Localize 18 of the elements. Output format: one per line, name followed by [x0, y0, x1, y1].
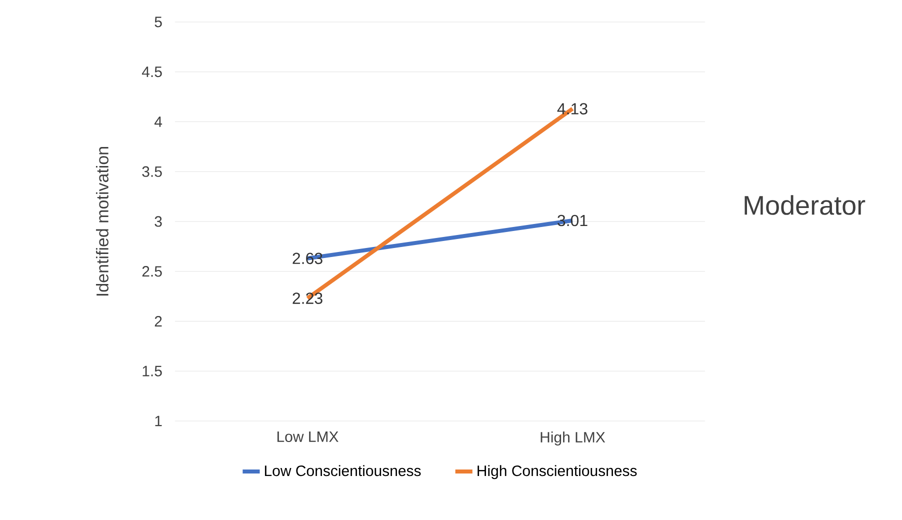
y-tick-label: 2 — [154, 316, 162, 326]
y-tick-label: 3 — [154, 216, 162, 227]
data-label: 4.13 — [557, 103, 588, 114]
text: Moderator — [744, 195, 866, 215]
y-tick-label: 4.5 — [142, 66, 162, 78]
y-tick-label: 1.5 — [142, 366, 162, 376]
y-tick-label: 2.5 — [142, 266, 162, 277]
y-axis-title: Identified motivation — [96, 147, 108, 296]
legend-label: Low Conscientiousness — [264, 465, 421, 476]
y-tick-label: 1 — [155, 416, 162, 426]
data-label: 2.63 — [292, 252, 322, 264]
x-tick-label: High LMX — [540, 432, 606, 446]
y-tick-label: 5 — [154, 16, 162, 28]
y-tick-label: 4 — [154, 116, 162, 127]
data-label: 2.23 — [292, 292, 322, 304]
y-tick-label: 3.5 — [142, 166, 162, 177]
legend-label: High Conscientiousness — [478, 465, 637, 480]
x-tick-label: Low LMX — [277, 432, 338, 442]
